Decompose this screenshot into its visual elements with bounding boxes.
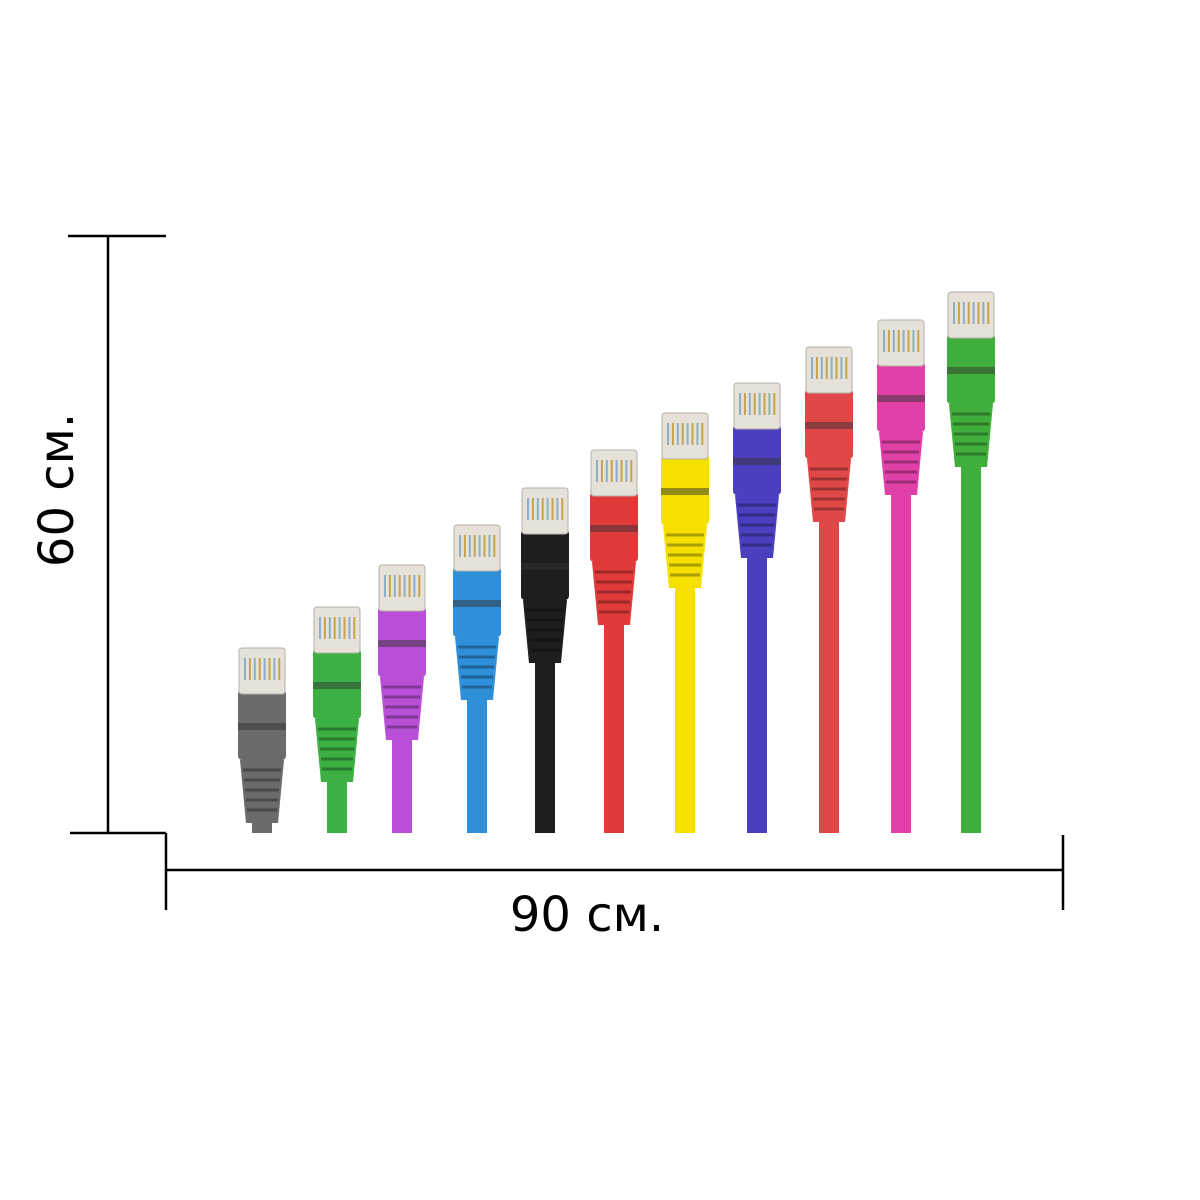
boot-band — [590, 525, 638, 532]
cable-wire — [747, 553, 767, 833]
boot-taper — [879, 432, 923, 495]
boot-band — [661, 488, 709, 495]
boot-taper — [735, 495, 779, 558]
cable — [378, 564, 426, 833]
height-label: 60 см. — [29, 413, 85, 567]
cable — [313, 606, 361, 833]
width-label: 90 см. — [510, 887, 664, 943]
boot-band — [877, 395, 925, 402]
cable-wire — [675, 583, 695, 833]
cable-wire — [467, 695, 487, 833]
cable — [733, 382, 781, 833]
cable — [661, 412, 709, 833]
cable-wire — [819, 517, 839, 833]
cable — [590, 449, 638, 833]
boot-band — [733, 458, 781, 465]
cable-wire — [604, 620, 624, 833]
boot-band — [947, 367, 995, 374]
boot-band — [238, 723, 286, 730]
cable-wire — [961, 462, 981, 833]
boot-taper — [380, 677, 424, 740]
boot-taper — [949, 404, 993, 467]
boot-taper — [663, 525, 707, 588]
boot-taper — [523, 600, 567, 663]
boot-band — [805, 422, 853, 429]
cable-wire — [535, 658, 555, 833]
boot-taper — [592, 562, 636, 625]
cable-wire — [392, 735, 412, 833]
height-dimension: 60 см. — [29, 234, 166, 835]
cable-wire — [891, 490, 911, 833]
cable — [453, 524, 501, 833]
boot-band — [378, 640, 426, 647]
boot-taper — [315, 719, 359, 782]
width-dimension: 90 см. — [164, 833, 1065, 943]
cable — [947, 291, 995, 833]
boot-band — [313, 682, 361, 689]
cable-wire — [327, 777, 347, 833]
boot-band — [521, 563, 569, 570]
cable — [238, 647, 286, 833]
boot-taper — [240, 760, 284, 823]
boot-band — [453, 600, 501, 607]
cable — [521, 487, 569, 833]
boot-taper — [807, 459, 851, 522]
boot-taper — [455, 637, 499, 700]
cables — [238, 291, 995, 833]
cable — [877, 319, 925, 833]
cable — [805, 346, 853, 833]
